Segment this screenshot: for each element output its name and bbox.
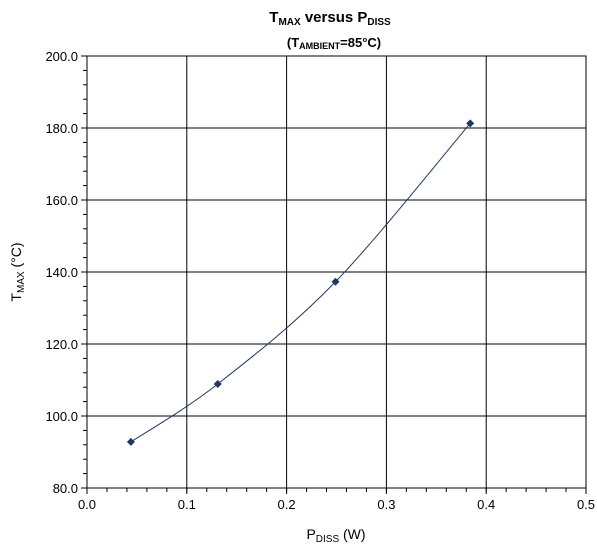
y-tick-label: 100.0 bbox=[45, 409, 78, 424]
chart-subtitle: (TAMBIENT=85°C) bbox=[287, 35, 381, 51]
plot-area bbox=[86, 55, 587, 489]
y-tick-label: 200.0 bbox=[45, 49, 78, 64]
minor-ticks bbox=[81, 55, 587, 494]
y-tick-label: 120.0 bbox=[45, 337, 78, 352]
data-point bbox=[126, 437, 135, 446]
chart-title: TMAX versus PDISS bbox=[269, 9, 391, 28]
y-tick-label: 180.0 bbox=[45, 121, 78, 136]
x-axis-label: PDISS (W) bbox=[306, 526, 365, 545]
y-tick-label: 140.0 bbox=[45, 265, 78, 280]
y-tick-labels: 80.0 100.0 120.0 140.0 160.0 180.0 200.0 bbox=[45, 49, 78, 496]
data-point bbox=[466, 119, 475, 128]
data-point bbox=[331, 277, 340, 286]
x-tick-label: 0.0 bbox=[78, 497, 96, 512]
series-line bbox=[130, 122, 471, 443]
x-tick-label: 0.2 bbox=[278, 497, 296, 512]
data-point bbox=[213, 379, 222, 388]
grid bbox=[87, 56, 586, 488]
y-tick-label: 160.0 bbox=[45, 193, 78, 208]
y-axis-label: TMAX (°C) bbox=[8, 242, 27, 301]
x-tick-label: 0.3 bbox=[377, 497, 395, 512]
x-tick-label: 0.1 bbox=[178, 497, 196, 512]
x-tick-label: 0.5 bbox=[577, 497, 595, 512]
y-tick-label: 80.0 bbox=[53, 481, 78, 496]
series-layer bbox=[126, 119, 475, 446]
x-tick-labels: 0.0 0.1 0.2 0.3 0.4 0.5 bbox=[78, 497, 595, 512]
x-tick-label: 0.4 bbox=[477, 497, 495, 512]
